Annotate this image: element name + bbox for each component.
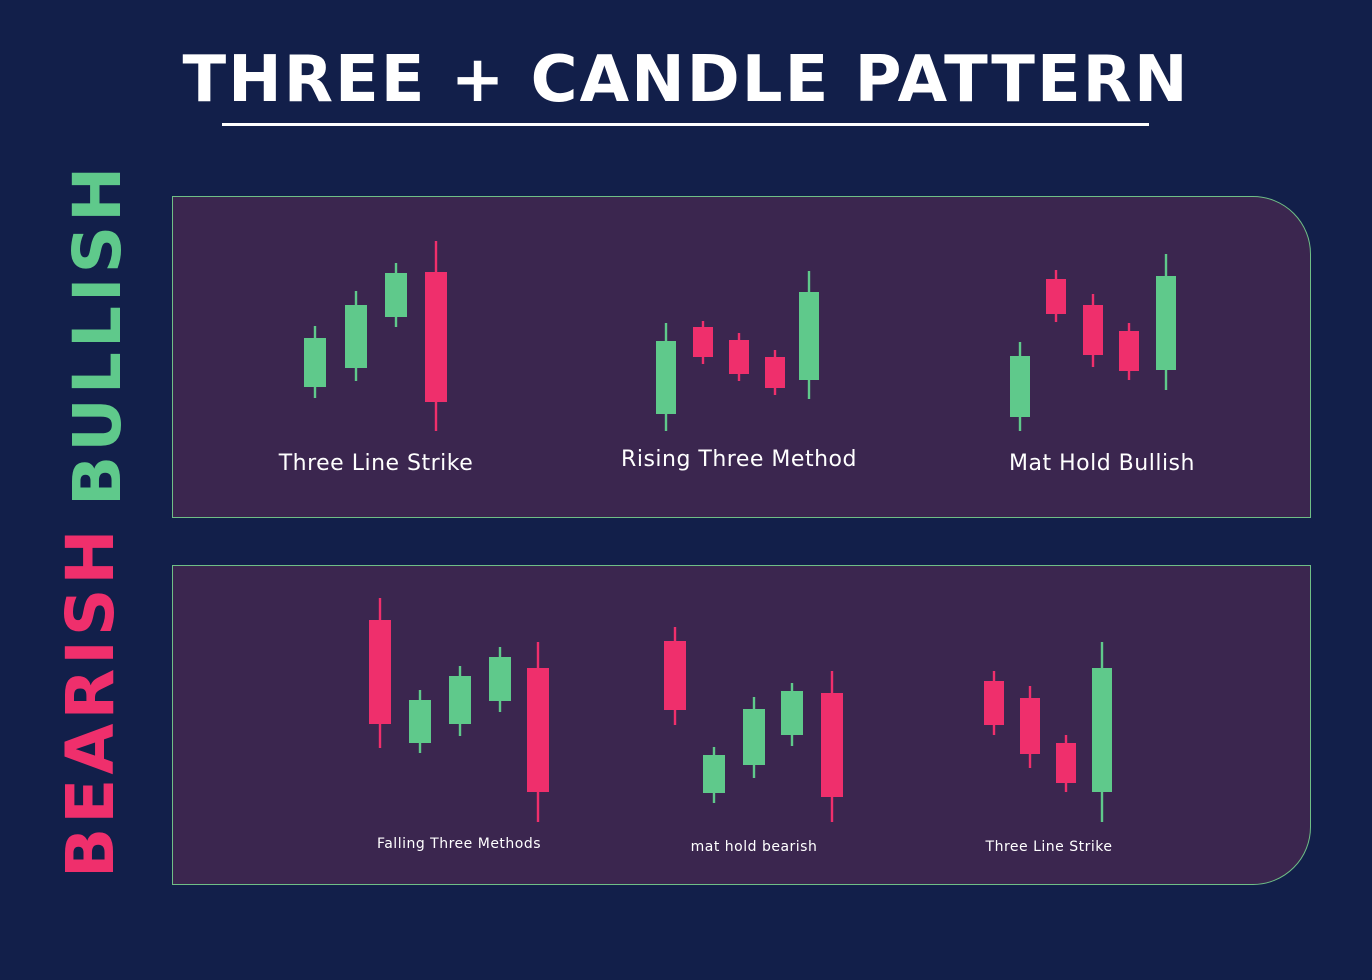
candle-body xyxy=(527,668,549,792)
pattern-name-three-line-strike-bearish: Three Line Strike xyxy=(985,839,1113,855)
candle-body xyxy=(729,340,749,374)
bullish-candle xyxy=(656,323,676,431)
bearish-candle xyxy=(765,350,785,395)
bullish-candle xyxy=(1092,642,1112,822)
bearish-candle xyxy=(984,671,1004,735)
candle-body xyxy=(1083,305,1103,355)
bearish-candle xyxy=(425,241,447,431)
bearish-candle xyxy=(729,333,749,381)
candle-body xyxy=(304,338,326,387)
bullish-candle xyxy=(409,690,431,753)
pattern-name-mat-hold-bullish: Mat Hold Bullish xyxy=(1009,451,1195,476)
candle-body xyxy=(489,657,511,701)
candle-body xyxy=(1119,331,1139,371)
candle-body xyxy=(385,273,407,317)
candle-body xyxy=(656,341,676,414)
bearish-candle xyxy=(1083,294,1103,367)
candle-body xyxy=(743,709,765,765)
bullish-candle xyxy=(781,683,803,746)
page-title: THREE + CANDLE PATTERN xyxy=(182,43,1190,117)
pattern-name-mat-hold-bearish: mat hold bearish xyxy=(690,839,818,855)
title-underline xyxy=(222,123,1149,126)
candle-body xyxy=(1092,668,1112,792)
candle-body xyxy=(409,700,431,743)
bearish-candle xyxy=(527,642,549,822)
pattern-name-three-line-strike-bullish: Three Line Strike xyxy=(278,451,474,476)
candle-body xyxy=(781,691,803,735)
candle-body xyxy=(765,357,785,388)
candle-body xyxy=(693,327,713,357)
candle-body xyxy=(703,755,725,793)
candle-body xyxy=(664,641,686,710)
bearish-candle xyxy=(1020,686,1040,768)
bearish-candle xyxy=(664,627,686,725)
bullish-candle xyxy=(1156,254,1176,390)
candle-body xyxy=(345,305,367,368)
bullish-candle xyxy=(345,291,367,381)
bearish-candle xyxy=(821,671,843,822)
candle-body xyxy=(369,620,391,724)
bearish-candle xyxy=(1046,270,1066,322)
candle-body xyxy=(821,693,843,797)
candle-body xyxy=(1020,698,1040,754)
bullish-candle xyxy=(743,697,765,778)
bearish-candle xyxy=(1119,323,1139,380)
candle-body xyxy=(425,272,447,402)
bullish-candle xyxy=(489,647,511,712)
bearish-candle xyxy=(1056,735,1076,792)
bullish-candle xyxy=(449,666,471,736)
bullish-candle xyxy=(703,747,725,803)
candle-body xyxy=(799,292,819,380)
bullish-candle xyxy=(385,263,407,327)
bullish-candle xyxy=(304,326,326,398)
pattern-name-falling-three-methods: Falling Three Methods xyxy=(376,836,542,852)
candle-body xyxy=(449,676,471,724)
candle-body xyxy=(1046,279,1066,314)
bullish-candle xyxy=(1010,342,1030,431)
bearish-candle xyxy=(369,598,391,748)
pattern-name-rising-three-method: Rising Three Method xyxy=(621,447,857,472)
bearish-panel xyxy=(172,565,1311,885)
bearish-candle xyxy=(693,321,713,364)
candle-body xyxy=(1156,276,1176,370)
candle-body xyxy=(1010,356,1030,417)
candle-body xyxy=(984,681,1004,725)
bullish-candle xyxy=(799,271,819,399)
candle-body xyxy=(1056,743,1076,783)
